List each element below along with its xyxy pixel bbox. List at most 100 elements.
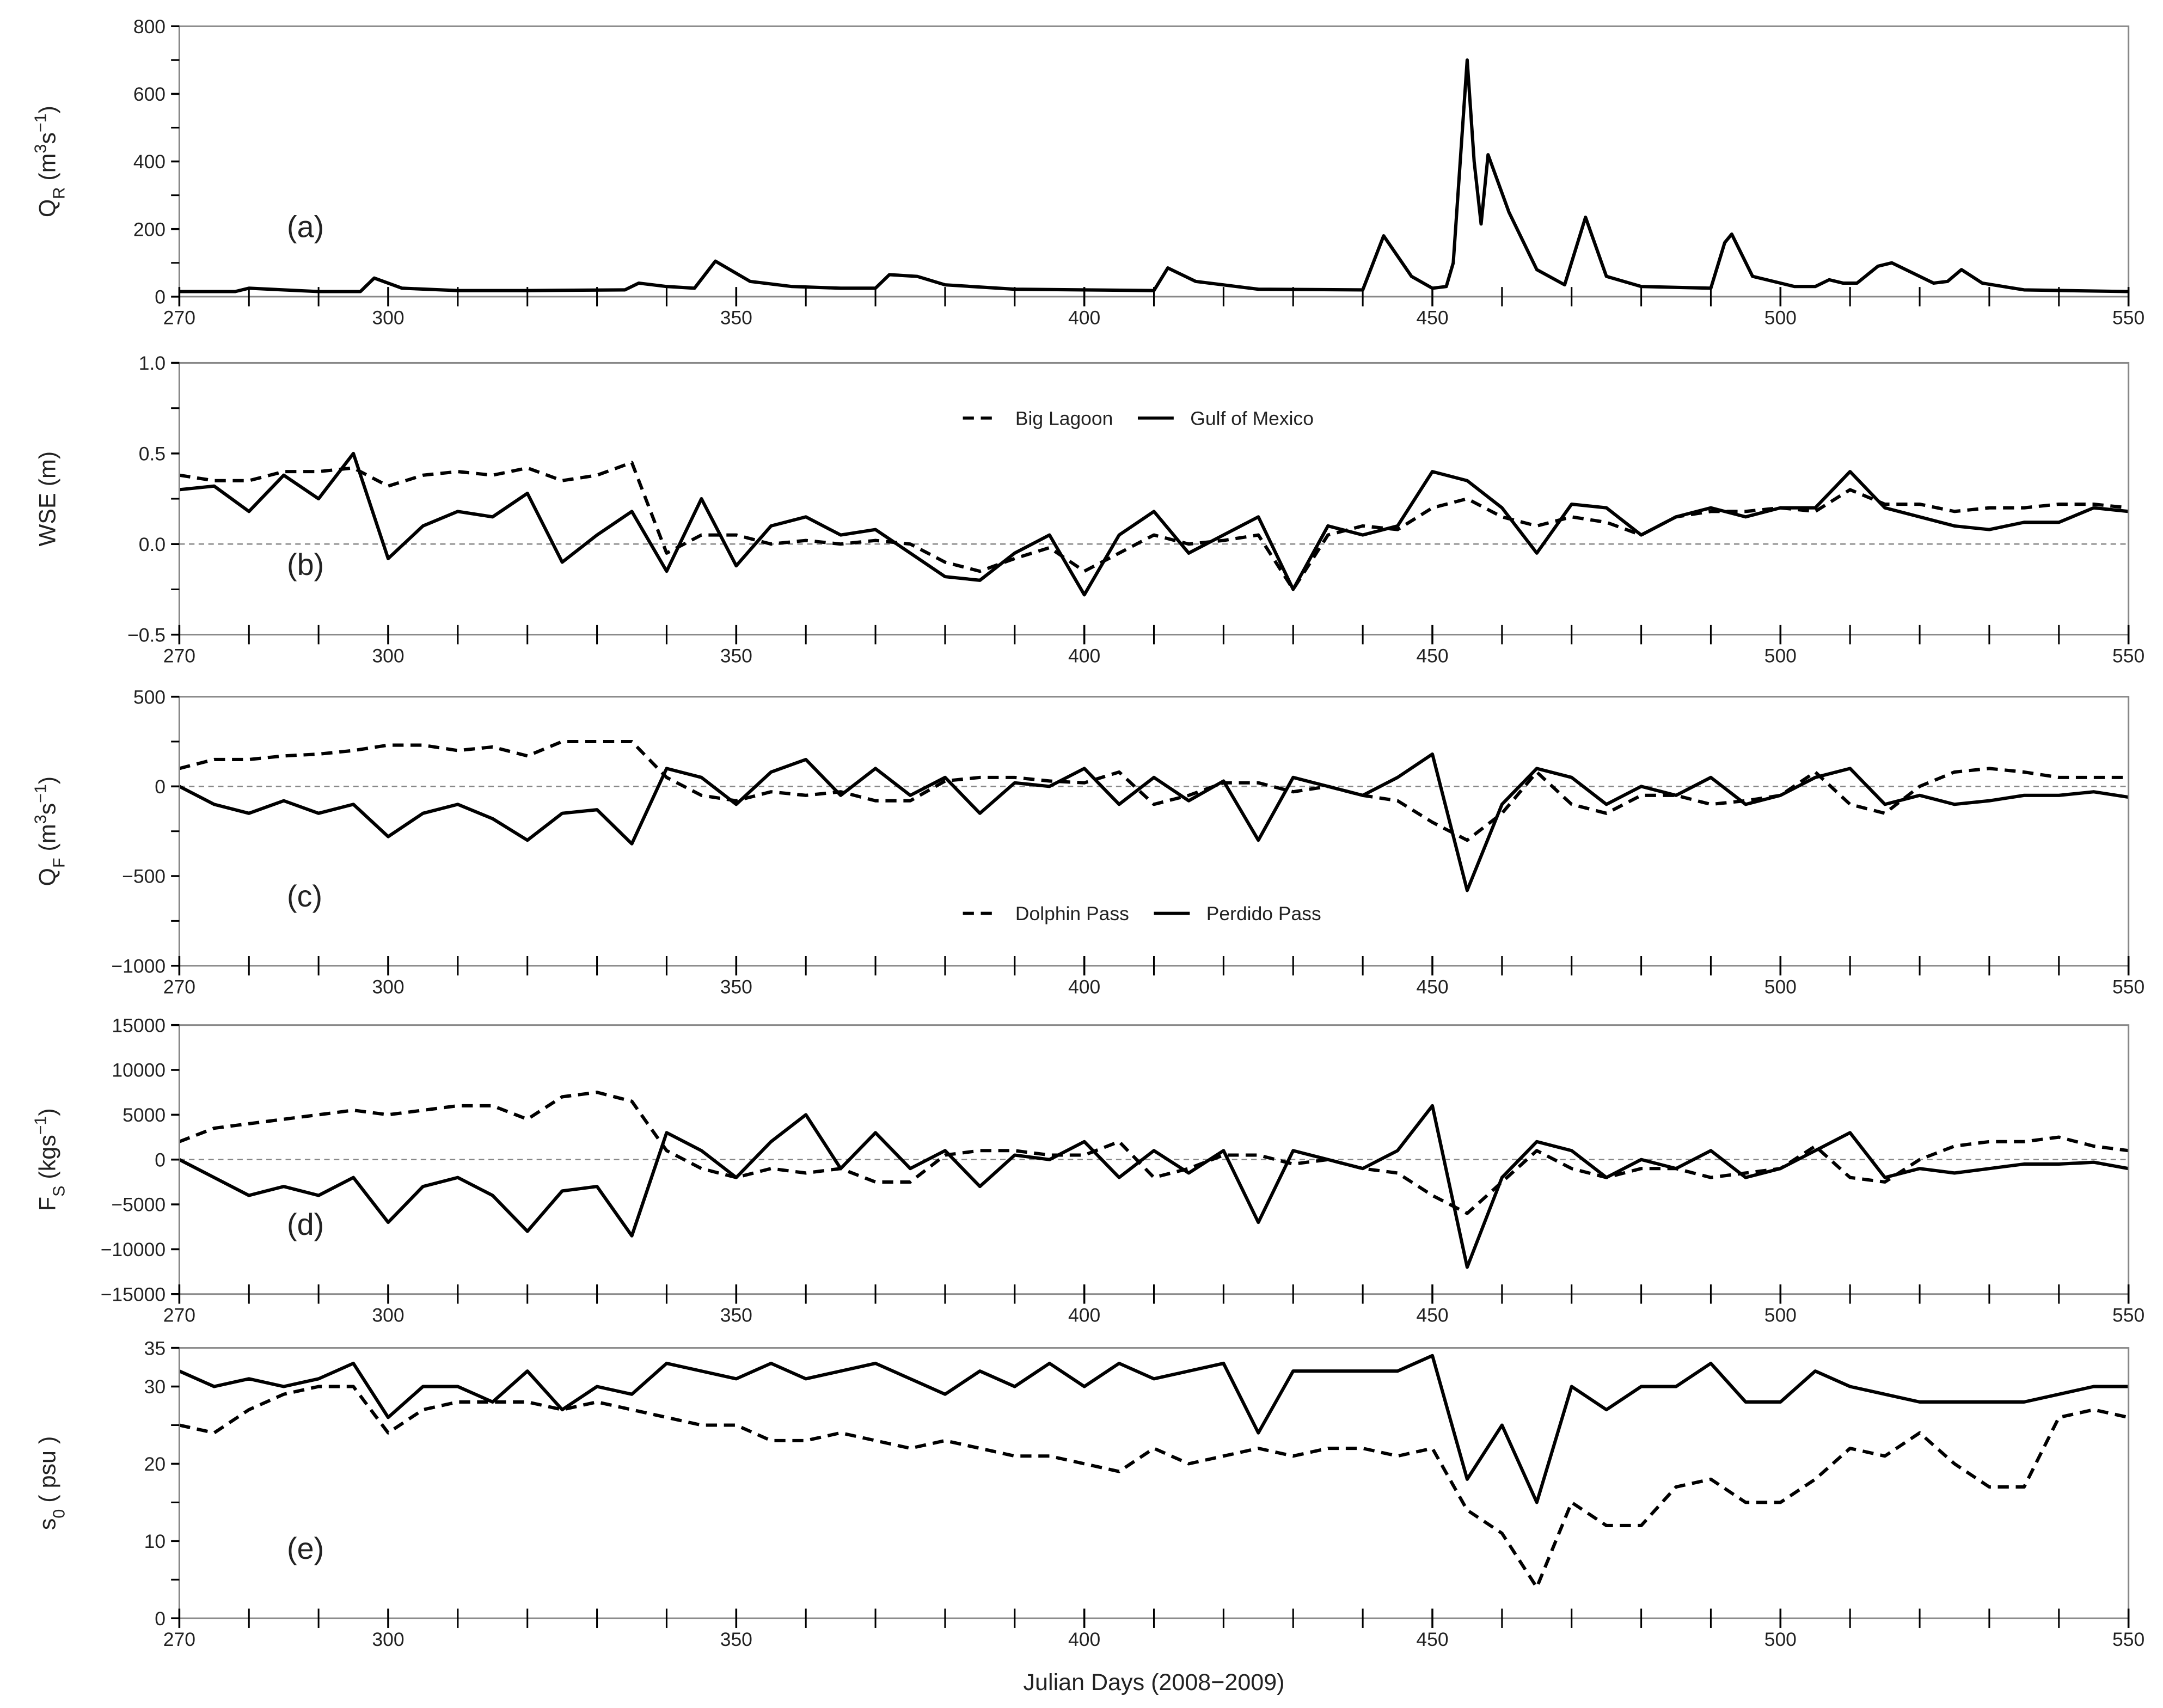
x-tick-label: 450: [1416, 1629, 1448, 1650]
x-tick-label: 270: [163, 307, 195, 329]
y-axis-label-part: s: [34, 803, 60, 815]
y-tick-label: 10000: [112, 1060, 166, 1081]
y-tick-label: 0: [155, 1149, 166, 1171]
legend-label: Perdido Pass: [1206, 903, 1321, 925]
x-tick-label: 500: [1764, 645, 1797, 666]
x-tick-label: 450: [1416, 1304, 1448, 1326]
y-tick-label: 35: [144, 1337, 166, 1359]
y-axis-label-part: R: [50, 187, 68, 199]
y-axis-label-part: (kgs: [34, 1135, 60, 1185]
y-tick-label: 0: [155, 776, 166, 798]
x-tick-label: 270: [163, 1629, 195, 1650]
y-tick-label: 200: [133, 218, 166, 240]
y-axis-label-part: (m: [34, 153, 60, 187]
x-tick-label: 300: [372, 307, 404, 329]
y-axis-label-part: 3: [31, 815, 50, 824]
y-axis-label-part: (m: [34, 824, 60, 858]
x-tick-label: 450: [1416, 307, 1448, 329]
y-tick-label: −0.5: [127, 624, 166, 646]
y-axis-label-part: S: [50, 1186, 68, 1197]
panel-label: (e): [287, 1532, 324, 1565]
x-tick-label: 270: [163, 976, 195, 997]
y-tick-label: −15000: [101, 1283, 166, 1305]
y-tick-label: 30: [144, 1376, 166, 1398]
y-tick-label: 0.0: [139, 534, 166, 555]
x-tick-label: 400: [1068, 1629, 1100, 1650]
x-tick-label: 400: [1068, 307, 1100, 329]
x-tick-label: 350: [720, 1629, 752, 1650]
x-tick-label: 350: [720, 1304, 752, 1326]
x-tick-label: 450: [1416, 645, 1448, 666]
data-line: [179, 461, 2129, 591]
y-axis-label: QF (m3s−1): [31, 776, 68, 886]
data-line: [179, 1385, 2129, 1589]
data-line: [179, 752, 2129, 892]
x-tick-label: 350: [720, 307, 752, 329]
y-axis-label-part: −1: [31, 1116, 50, 1135]
legend-label: Big Lagoon: [1015, 407, 1113, 429]
y-tick-label: 0.5: [139, 443, 166, 465]
y-axis-label-part: s: [34, 132, 60, 144]
y-axis-label-part: Q: [34, 868, 60, 886]
x-tick-label: 550: [2112, 307, 2144, 329]
plot-frame: [178, 696, 2130, 967]
x-tick-label: 500: [1764, 1629, 1797, 1650]
y-tick-label: 600: [133, 83, 166, 105]
x-tick-label: 500: [1764, 1304, 1797, 1326]
y-axis-label: QR (m3s−1): [31, 106, 68, 217]
x-tick-label: 270: [163, 645, 195, 666]
data-line: [179, 739, 2129, 842]
y-axis-label-part: WSE (m): [34, 451, 60, 547]
y-axis-label-part: F: [50, 858, 68, 868]
data-line: [179, 451, 2129, 597]
y-tick-label: 800: [133, 16, 166, 38]
x-tick-label: 500: [1764, 307, 1797, 329]
panel-label: (d): [287, 1208, 324, 1241]
data-line: [179, 1091, 2129, 1215]
y-axis-label: WSE (m): [34, 451, 60, 547]
panel-label: (a): [287, 210, 324, 244]
y-tick-label: −1000: [111, 955, 166, 977]
x-tick-label: 550: [2112, 1304, 2144, 1326]
legend-label: Dolphin Pass: [1015, 903, 1129, 925]
y-axis-label-part: ): [34, 1108, 60, 1116]
y-tick-label: 400: [133, 151, 166, 173]
data-line: [179, 1354, 2129, 1504]
panel-label: (c): [287, 879, 322, 913]
x-tick-label: 300: [372, 1304, 404, 1326]
y-axis-label: s0 ( psu ): [34, 1436, 68, 1530]
y-tick-label: −10000: [101, 1239, 166, 1260]
y-axis-label-part: 3: [31, 144, 50, 154]
x-tick-label: 350: [720, 976, 752, 997]
x-tick-label: 400: [1068, 645, 1100, 666]
y-tick-label: 0: [155, 1608, 166, 1630]
plot-frame: [178, 25, 2130, 298]
y-axis-label-part: ): [34, 106, 60, 113]
y-tick-label: −5000: [111, 1194, 166, 1216]
panel-label: (b): [287, 548, 324, 581]
x-tick-label: 450: [1416, 976, 1448, 997]
legend-label: Gulf of Mexico: [1190, 407, 1314, 429]
y-axis-label-part: F: [34, 1197, 60, 1211]
y-axis-label-part: Q: [34, 199, 60, 218]
y-axis-label-part: −1: [31, 784, 50, 803]
x-tick-label: 550: [2112, 976, 2144, 997]
x-tick-label: 550: [2112, 1629, 2144, 1650]
x-tick-label: 300: [372, 645, 404, 666]
y-axis-label-part: ): [34, 776, 60, 784]
x-tick-label: 350: [720, 645, 752, 666]
y-axis-label-part: ( psu ): [34, 1436, 60, 1509]
x-axis-label: Julian Days (2008−2009): [1024, 1669, 1285, 1695]
y-tick-label: 0: [155, 286, 166, 308]
x-tick-label: 270: [163, 1304, 195, 1326]
data-line: [179, 58, 2129, 293]
y-axis-label: FS (kgs−1): [31, 1108, 68, 1211]
x-tick-label: 550: [2112, 645, 2144, 666]
y-axis-label-part: −1: [31, 113, 50, 132]
plot-frame: [178, 1347, 2130, 1619]
x-tick-label: 400: [1068, 976, 1100, 997]
y-tick-label: 20: [144, 1453, 166, 1475]
y-tick-label: 15000: [112, 1014, 166, 1036]
